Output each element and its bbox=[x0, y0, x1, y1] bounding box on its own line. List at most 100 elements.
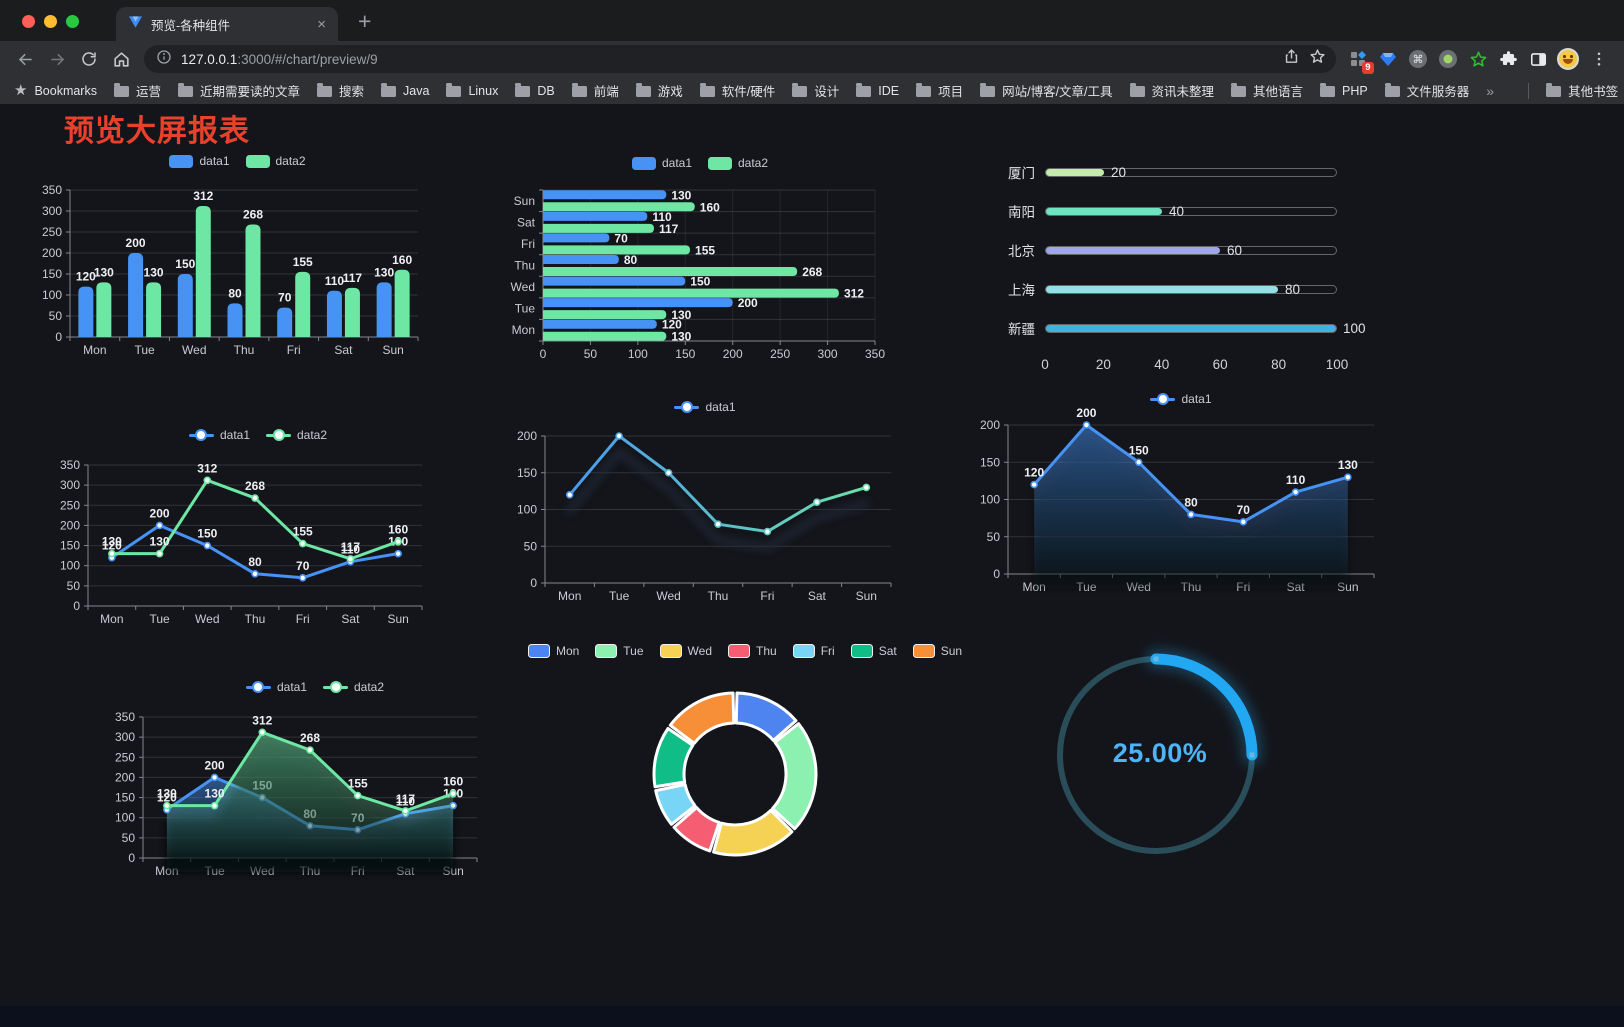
progress-label: 南阳 bbox=[1008, 205, 1035, 220]
chart-legend: data1 data2 bbox=[103, 678, 527, 696]
extension-green-star-icon[interactable] bbox=[1464, 45, 1492, 73]
legend-item[interactable]: Wed bbox=[659, 644, 712, 658]
horizontal-bar-chart[interactable]: data1 data2 0 50 100 150 200 250 300 350 Sun Sat Fri… bbox=[500, 152, 900, 366]
bookmark-folder[interactable]: 项目 bbox=[916, 81, 963, 100]
legend-item[interactable]: data2 bbox=[323, 680, 384, 694]
bookmark-star-icon[interactable] bbox=[1309, 48, 1326, 70]
window-zoom-button[interactable] bbox=[66, 15, 79, 28]
legend-item[interactable]: data1 bbox=[1150, 392, 1212, 406]
legend-item[interactable]: Sun bbox=[912, 644, 962, 658]
svg-text:150: 150 bbox=[115, 791, 135, 805]
extension-record-icon[interactable] bbox=[1434, 45, 1462, 73]
extension-gem-icon[interactable] bbox=[1374, 45, 1402, 73]
legend-item[interactable]: data2 bbox=[245, 154, 306, 168]
bookmark-folder[interactable]: 文件服务器 bbox=[1384, 81, 1469, 100]
tab-close-icon[interactable]: × bbox=[317, 15, 326, 33]
site-info-icon[interactable] bbox=[156, 49, 172, 70]
back-icon[interactable] bbox=[10, 45, 40, 73]
legend-item[interactable]: data1 bbox=[169, 154, 230, 168]
svg-text:Mon: Mon bbox=[558, 589, 581, 603]
side-panel-icon[interactable] bbox=[1524, 45, 1552, 73]
folder-icon bbox=[178, 83, 193, 97]
legend-item[interactable]: data1 bbox=[674, 400, 736, 414]
page-title: 预览大屏报表 bbox=[64, 115, 250, 148]
forward-icon[interactable] bbox=[42, 45, 72, 73]
bookmark-folder[interactable]: IDE bbox=[856, 81, 899, 100]
bookmarks-overflow-icon[interactable]: » bbox=[1486, 82, 1495, 99]
legend-item[interactable]: Thu bbox=[728, 644, 777, 658]
folder-icon bbox=[515, 83, 531, 97]
svg-text:155: 155 bbox=[348, 777, 368, 791]
extension-grid-diamond-icon[interactable]: 9 bbox=[1344, 45, 1374, 74]
new-tab-button[interactable]: + bbox=[358, 8, 372, 34]
area-line-chart[interactable]: data1 0 50 100 150 200 Mon Tue Wed Thu Fri Sat Sun 12… bbox=[972, 388, 1390, 600]
svg-text:50: 50 bbox=[122, 831, 136, 845]
bookmark-folder[interactable]: 运营 bbox=[113, 81, 161, 100]
url-text[interactable]: 127.0.0.1:3000/#/chart/preview/9 bbox=[181, 51, 378, 67]
bookmark-folder[interactable]: 近期需要读的文章 bbox=[178, 81, 300, 100]
dual-line-chart[interactable]: data1 data2 0 50 100 150 200 250 300 350 Mon Tue Wed… bbox=[48, 424, 468, 638]
reload-icon[interactable] bbox=[74, 45, 104, 73]
svg-text:117: 117 bbox=[659, 222, 679, 236]
bookmark-folder[interactable]: 游戏 bbox=[635, 81, 683, 100]
page-footer-strip bbox=[0, 1006, 1624, 1027]
window-minimize-button[interactable] bbox=[44, 15, 57, 28]
extension-command-icon[interactable]: ⌘ bbox=[1404, 45, 1432, 73]
other-bookmarks[interactable]: 其他书签 bbox=[1546, 81, 1618, 100]
browser-tab[interactable]: 预览-各种组件 × bbox=[116, 7, 338, 41]
bookmark-folder[interactable]: 搜索 bbox=[317, 81, 364, 100]
bookmark-folder[interactable]: 设计 bbox=[792, 81, 839, 100]
legend-item[interactable]: Mon bbox=[527, 644, 579, 658]
svg-text:110: 110 bbox=[1286, 473, 1306, 487]
svg-text:200: 200 bbox=[60, 518, 80, 532]
legend-item[interactable]: data1 bbox=[188, 428, 250, 442]
svg-text:70: 70 bbox=[614, 231, 628, 245]
url-bar[interactable]: 127.0.0.1:3000/#/chart/preview/9 bbox=[144, 45, 1336, 73]
progress-fill bbox=[1046, 207, 1162, 215]
progress-value: 40 bbox=[1169, 203, 1185, 219]
bookmark-folder[interactable]: 资讯未整理 bbox=[1129, 81, 1214, 100]
bookmark-folder[interactable]: Linux bbox=[446, 81, 498, 100]
bookmark-folder[interactable]: Java bbox=[381, 81, 429, 100]
profile-avatar[interactable] bbox=[1554, 45, 1582, 73]
legend-item[interactable]: data2 bbox=[708, 156, 768, 170]
svg-text:Wed: Wed bbox=[656, 589, 680, 603]
svg-text:130: 130 bbox=[374, 265, 394, 279]
svg-text:Fri: Fri bbox=[760, 589, 774, 603]
legend-item[interactable]: Tue bbox=[595, 644, 644, 658]
svg-text:Mon: Mon bbox=[512, 323, 535, 337]
gradient-line-chart[interactable]: data1 0 50 100 150 200 Mon Tue Wed Thu Fri Sat Sun bbox=[505, 396, 905, 612]
legend-item[interactable]: data2 bbox=[266, 428, 327, 442]
bookmark-folder[interactable]: 其他语言 bbox=[1231, 81, 1303, 100]
legend-item[interactable]: data1 bbox=[245, 680, 307, 694]
extensions-puzzle-icon[interactable] bbox=[1494, 45, 1522, 73]
svg-text:312: 312 bbox=[252, 713, 272, 727]
svg-text:100: 100 bbox=[42, 288, 62, 302]
svg-text:100: 100 bbox=[628, 347, 648, 361]
home-icon[interactable] bbox=[106, 45, 136, 73]
vertical-bar-chart[interactable]: data1 data2 0 50 100 150 200 250 300 350 Mon Tue Wed… bbox=[40, 150, 435, 365]
progress-x-axis: 0 20 40 60 80 100 bbox=[1041, 357, 1349, 372]
dual-area-line-chart[interactable]: data1 data2 0 50 100 150 200 250 300 350 Mon Tue Wed… bbox=[103, 676, 527, 890]
legend-line-marker-icon bbox=[1150, 393, 1176, 405]
bookmark-folder[interactable]: PHP bbox=[1320, 81, 1368, 100]
share-icon[interactable] bbox=[1283, 48, 1300, 70]
bookmark-folder[interactable]: DB bbox=[515, 81, 555, 100]
gauge-chart[interactable]: 25.00% bbox=[1020, 628, 1300, 888]
legend-item[interactable]: data1 bbox=[631, 156, 692, 170]
donut-chart[interactable]: Mon Tue Wed Thu Fri Sat Sun bbox=[527, 640, 962, 892]
svg-text:Tue: Tue bbox=[515, 302, 536, 316]
svg-text:150: 150 bbox=[60, 539, 80, 553]
folder-icon bbox=[980, 83, 996, 97]
legend-item[interactable]: Sat bbox=[850, 644, 897, 658]
bookmarks-manager[interactable]: ★ Bookmarks bbox=[14, 82, 97, 99]
bookmark-folder[interactable]: 软件/硬件 bbox=[699, 81, 775, 100]
svg-text:200: 200 bbox=[115, 770, 135, 784]
bookmark-folder[interactable]: 前端 bbox=[571, 81, 619, 100]
window-close-button[interactable] bbox=[22, 15, 35, 28]
bookmark-folder[interactable]: 网站/博客/文章/工具 bbox=[980, 81, 1113, 100]
menu-dots-icon[interactable] bbox=[1584, 45, 1614, 73]
progress-bar-chart[interactable]: 厦门 20 南阳 40 北京 60 上海 80 新疆 100 0 20 40 60 80 100 bbox=[985, 150, 1393, 386]
legend-item[interactable]: Fri bbox=[792, 644, 835, 658]
svg-text:110: 110 bbox=[325, 274, 345, 288]
